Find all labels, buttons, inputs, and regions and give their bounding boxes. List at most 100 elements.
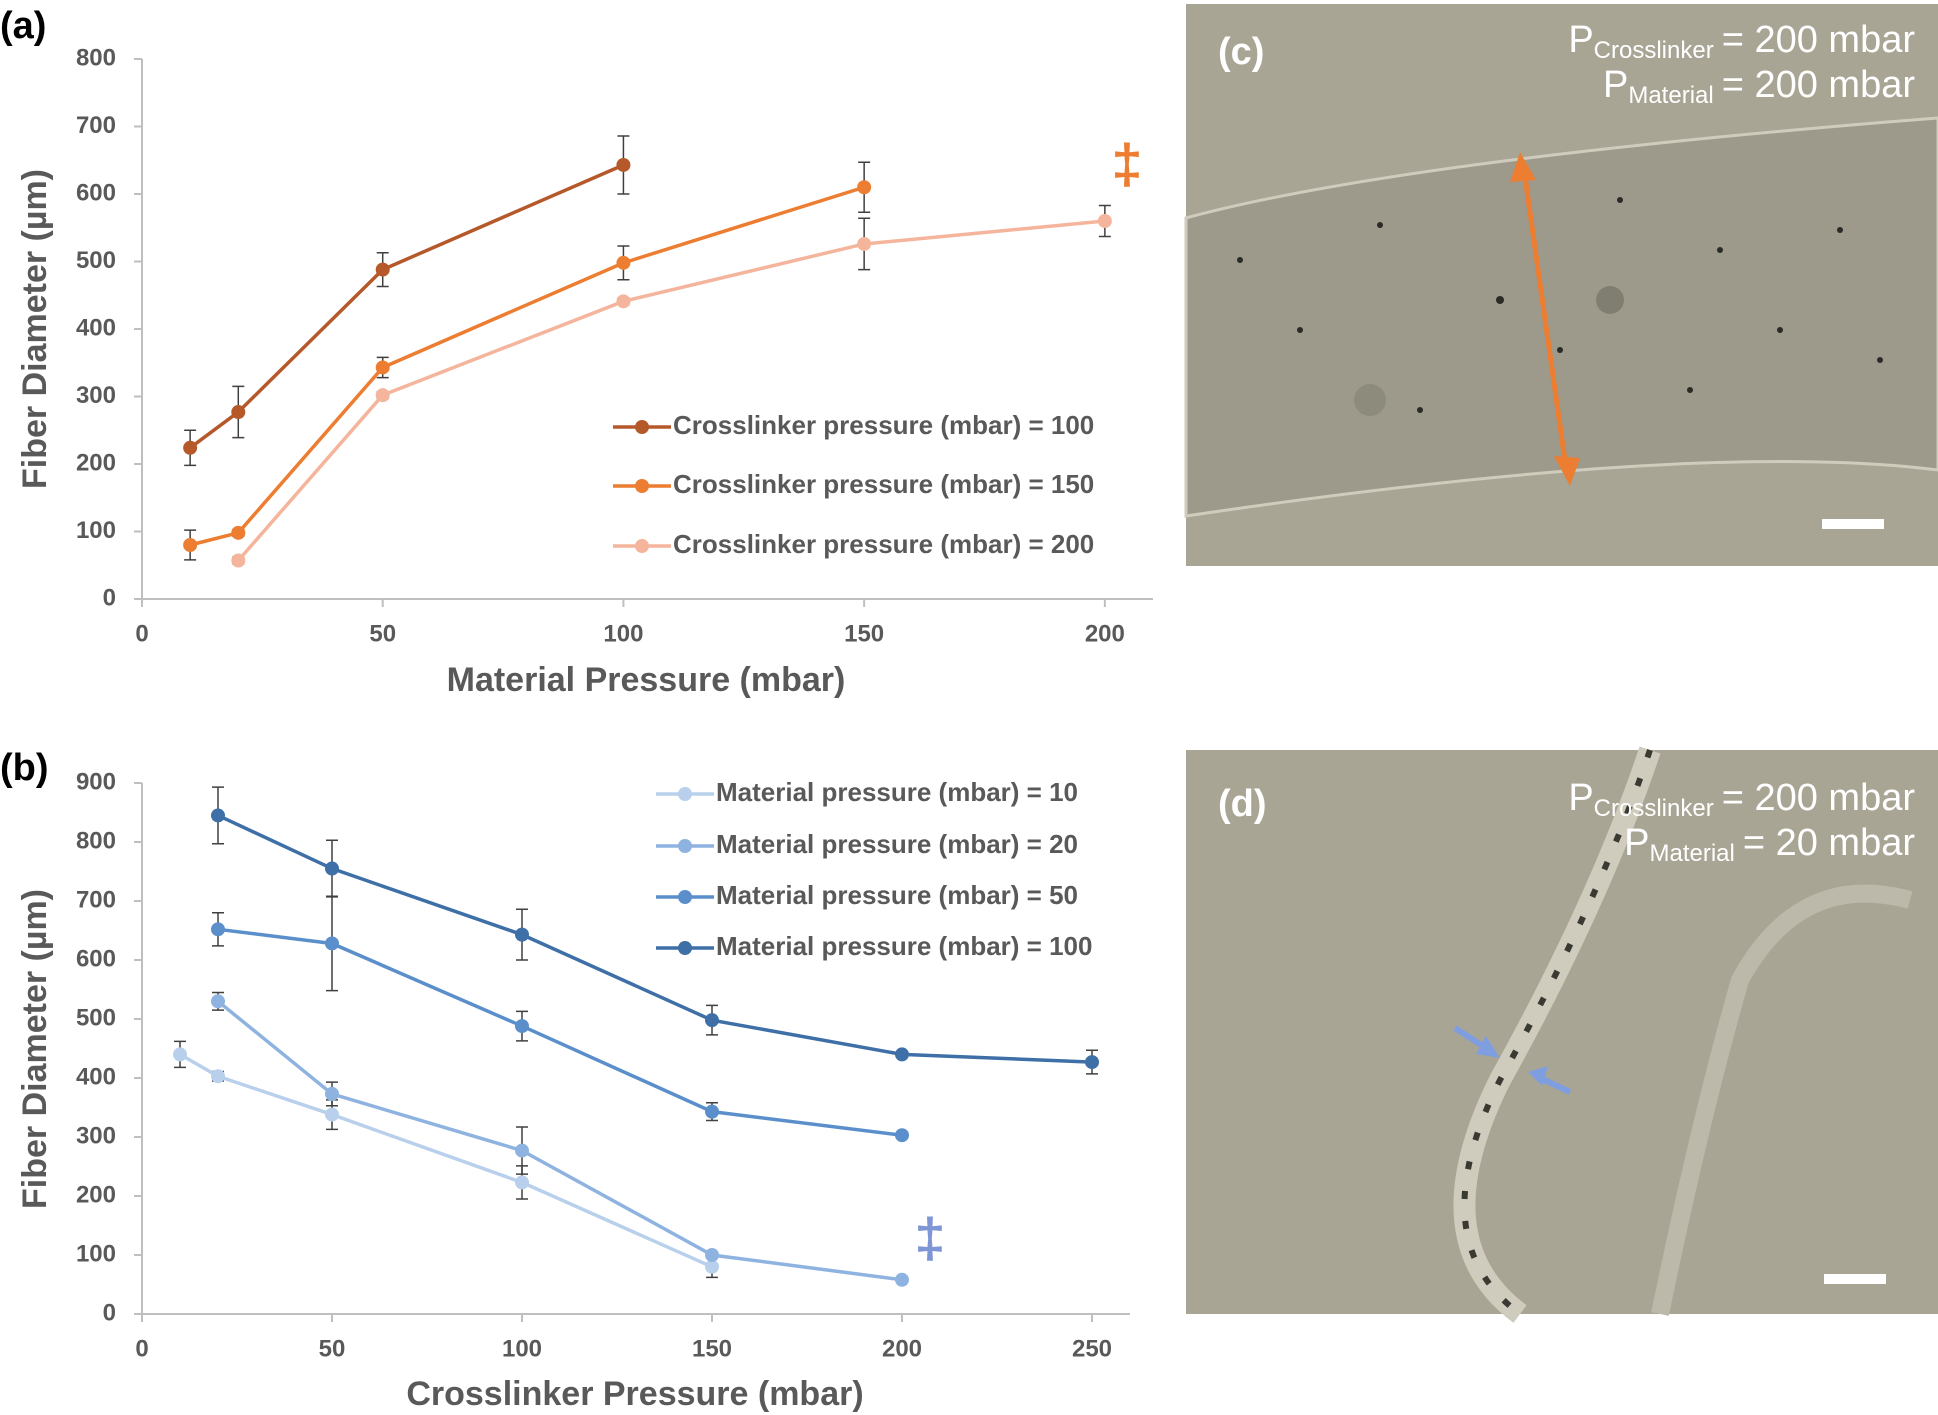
y-tick-label: 100 (76, 517, 116, 544)
y-tick-label: 600 (76, 179, 116, 206)
y-tick-label: 200 (76, 449, 116, 476)
x-tick-label: 0 (135, 620, 148, 647)
series-line (189, 163, 625, 450)
data-point (895, 1047, 909, 1062)
legend-label: Material pressure (mbar) = 50 (716, 880, 1078, 910)
y-tick-label: 900 (76, 768, 116, 795)
data-point (375, 360, 390, 375)
annotation: ‡ (914, 1206, 945, 1269)
subscript: Crosslinker (1594, 795, 1714, 822)
symbol: P (1624, 822, 1649, 864)
data-point (515, 927, 529, 942)
panel-label: (c) (1218, 31, 1264, 73)
legend-label: Crosslinker pressure (mbar) = 100 (673, 410, 1094, 440)
data-point (211, 994, 225, 1009)
subscript: Material (1628, 82, 1713, 109)
data-point (211, 808, 225, 823)
legend-marker (635, 539, 649, 553)
y-tick-label: 800 (76, 44, 116, 71)
diameter-arrow (1521, 169, 1569, 469)
data-point (375, 262, 390, 277)
y-tick-label: 800 (76, 827, 116, 854)
panel-label: (d) (1218, 783, 1267, 825)
data-point (183, 440, 198, 455)
data-point (857, 236, 872, 251)
data-point (616, 255, 631, 270)
legend-marker (678, 941, 692, 955)
photo-text: PMaterial = 200 mbar (1603, 64, 1915, 109)
photo-text: PCrosslinker = 200 mbar (1568, 777, 1915, 822)
x-tick-label: 50 (369, 620, 396, 647)
legend-label: Material pressure (mbar) = 10 (716, 777, 1078, 807)
y-tick-label: 500 (76, 1004, 116, 1031)
data-point (211, 1069, 225, 1084)
series-line (236, 219, 1106, 562)
y-tick-label: 0 (103, 584, 116, 611)
panel-label: (b) (0, 747, 49, 789)
y-tick-label: 500 (76, 247, 116, 274)
x-axis-title: Crosslinker Pressure (mbar) (406, 1375, 863, 1413)
fiber (1651, 884, 1913, 1316)
legend-label: Crosslinker pressure (mbar) = 150 (673, 469, 1094, 499)
data-point (231, 553, 246, 568)
data-point (231, 525, 246, 540)
legend-marker (635, 479, 649, 493)
data-point (515, 1019, 529, 1034)
x-tick-label: 200 (882, 1335, 922, 1362)
y-tick-label: 600 (76, 945, 116, 972)
series-line (217, 813, 1093, 1064)
y-tick-label: 300 (76, 1122, 116, 1149)
data-point (895, 1272, 909, 1287)
legend-label: Material pressure (mbar) = 100 (716, 931, 1092, 961)
data-point (173, 1047, 187, 1062)
scale-bar (1822, 519, 1884, 529)
data-point (325, 936, 339, 951)
data-point (705, 1013, 719, 1028)
data-point (211, 922, 225, 937)
legend-label: Material pressure (mbar) = 20 (716, 829, 1078, 859)
photo-text: PMaterial = 20 mbar (1624, 822, 1915, 867)
subscript: Material (1649, 840, 1734, 867)
particles (1461, 749, 1653, 1317)
legend-marker (678, 839, 692, 853)
symbol: P (1568, 19, 1593, 61)
y-tick-label: 0 (103, 1299, 116, 1326)
photo-text: PCrosslinker = 200 mbar (1568, 19, 1915, 64)
data-point (705, 1248, 719, 1262)
subscript: Crosslinker (1594, 37, 1714, 64)
x-tick-label: 100 (603, 620, 643, 647)
data-point (515, 1143, 529, 1158)
data-point (895, 1128, 909, 1143)
x-tick-label: 150 (692, 1335, 732, 1362)
y-tick-label: 300 (76, 382, 116, 409)
data-point (375, 388, 390, 403)
y-tick-label: 400 (76, 314, 116, 341)
data-point (325, 1107, 339, 1122)
data-point (325, 861, 339, 876)
symbol: P (1603, 64, 1628, 106)
text: = 200 mbar (1722, 19, 1916, 61)
data-point (325, 1086, 339, 1101)
arrow-heads (1476, 1036, 1548, 1086)
legend-marker (678, 787, 692, 801)
data-point (616, 157, 631, 172)
y-axis-title: Fiber Diameter (µm) (16, 889, 54, 1209)
y-tick-label: 700 (76, 112, 116, 139)
data-point (616, 294, 631, 309)
scale-bar (1824, 1274, 1886, 1284)
symbol: P (1568, 777, 1593, 819)
x-tick-label: 150 (844, 620, 884, 647)
x-tick-label: 250 (1072, 1335, 1112, 1362)
legend-marker (635, 420, 649, 434)
data-point (1097, 214, 1112, 228)
panel-label: (a) (0, 5, 46, 47)
data-point (705, 1104, 719, 1119)
data-point (183, 538, 198, 552)
x-tick-label: 50 (319, 1335, 346, 1362)
data-point (857, 180, 872, 195)
particles (1237, 197, 1883, 416)
annotation: ‡ (1111, 132, 1142, 195)
fiber (1184, 116, 1938, 518)
y-axis-title: Fiber Diameter (µm) (16, 169, 54, 489)
